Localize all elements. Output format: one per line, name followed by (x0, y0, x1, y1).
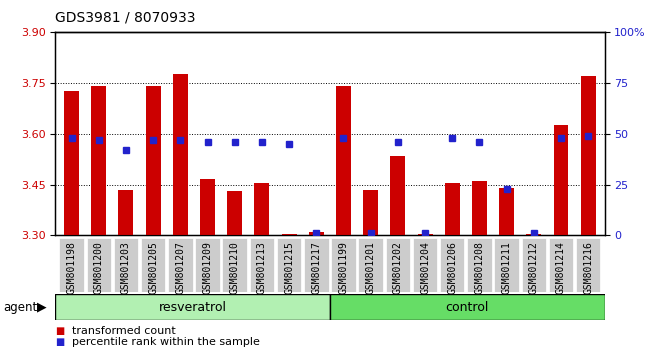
Bar (200, 179, 215, 235)
FancyBboxPatch shape (114, 238, 138, 291)
Bar (580, 76, 595, 235)
Text: percentile rank within the sample: percentile rank within the sample (72, 337, 259, 347)
Text: GSM801213: GSM801213 (257, 241, 267, 295)
Text: GSM801207: GSM801207 (176, 241, 185, 295)
Bar (146, 86, 161, 235)
Text: GSM801201: GSM801201 (366, 241, 376, 295)
FancyBboxPatch shape (277, 238, 302, 291)
FancyBboxPatch shape (358, 238, 383, 291)
Bar (254, 183, 269, 235)
Bar (554, 125, 569, 235)
FancyBboxPatch shape (86, 238, 111, 291)
Text: GSM801210: GSM801210 (229, 241, 240, 295)
Bar (330, 294, 604, 320)
FancyBboxPatch shape (59, 238, 84, 291)
FancyBboxPatch shape (304, 238, 328, 291)
Text: GSM801212: GSM801212 (529, 241, 539, 295)
Bar (55, 294, 330, 320)
FancyBboxPatch shape (467, 238, 491, 291)
Text: control: control (445, 301, 489, 314)
FancyBboxPatch shape (250, 238, 274, 291)
FancyBboxPatch shape (168, 238, 192, 291)
Bar (173, 74, 188, 235)
Bar (336, 86, 351, 235)
Text: GSM801217: GSM801217 (311, 241, 321, 295)
Text: resveratrol: resveratrol (159, 301, 227, 314)
FancyBboxPatch shape (385, 238, 410, 291)
Text: GSM801200: GSM801200 (94, 241, 104, 295)
Bar (526, 234, 541, 235)
Text: GSM801198: GSM801198 (66, 241, 77, 295)
Bar (118, 190, 133, 235)
Text: GSM801204: GSM801204 (420, 241, 430, 295)
Text: GSM801216: GSM801216 (583, 241, 593, 295)
Bar (472, 181, 487, 235)
Bar (391, 156, 406, 235)
FancyBboxPatch shape (495, 238, 519, 291)
FancyBboxPatch shape (141, 238, 165, 291)
Text: GSM801199: GSM801199 (339, 241, 348, 295)
Bar (363, 190, 378, 235)
Text: GSM801211: GSM801211 (502, 241, 512, 295)
FancyBboxPatch shape (521, 238, 546, 291)
Text: GSM801203: GSM801203 (121, 241, 131, 295)
FancyBboxPatch shape (549, 238, 573, 291)
Text: GSM801205: GSM801205 (148, 241, 158, 295)
FancyBboxPatch shape (413, 238, 437, 291)
Text: GSM801208: GSM801208 (474, 241, 484, 295)
Text: GSM801215: GSM801215 (284, 241, 294, 295)
Bar (64, 91, 79, 235)
Text: agent: agent (3, 301, 38, 314)
FancyBboxPatch shape (440, 238, 465, 291)
Text: transformed count: transformed count (72, 326, 176, 336)
Text: ▶: ▶ (38, 301, 47, 314)
Bar (91, 86, 106, 235)
Bar (417, 234, 432, 235)
Text: GSM801202: GSM801202 (393, 241, 403, 295)
FancyBboxPatch shape (332, 238, 356, 291)
Text: GSM801209: GSM801209 (203, 241, 213, 295)
Bar (445, 183, 460, 235)
FancyBboxPatch shape (222, 238, 247, 291)
Text: GDS3981 / 8070933: GDS3981 / 8070933 (55, 11, 196, 25)
Text: ■: ■ (55, 326, 64, 336)
FancyBboxPatch shape (195, 238, 220, 291)
Bar (227, 191, 242, 235)
Text: GSM801206: GSM801206 (447, 241, 457, 295)
Text: GSM801214: GSM801214 (556, 241, 566, 295)
Bar (499, 188, 514, 235)
Bar (309, 232, 324, 235)
Text: ■: ■ (55, 337, 64, 347)
Bar (281, 234, 296, 235)
FancyBboxPatch shape (576, 238, 601, 291)
